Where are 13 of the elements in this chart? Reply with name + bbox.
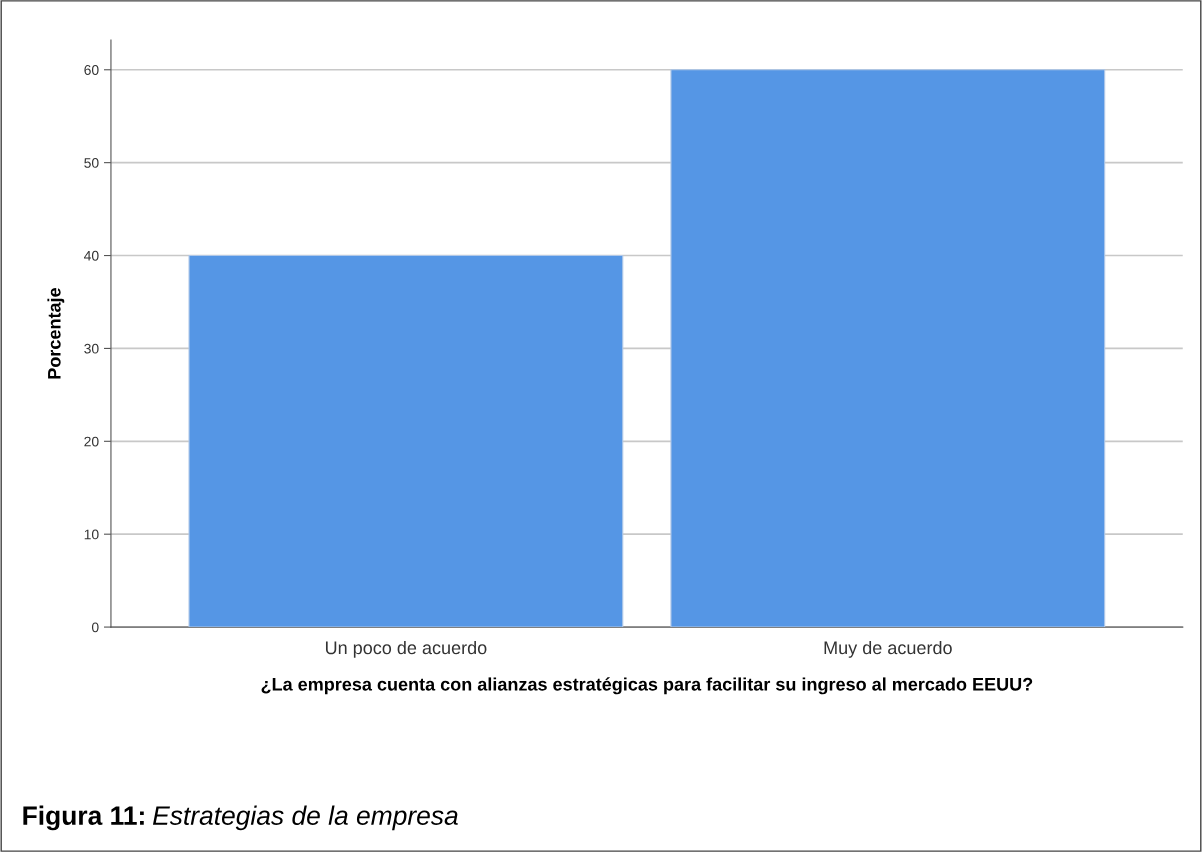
y-axis-title: Porcentaje <box>47 288 65 379</box>
y-tick-label: 50 <box>84 157 99 168</box>
y-tick-label: 40 <box>84 250 99 261</box>
text: Figura 11: <box>23 805 144 831</box>
y-tick-label: 20 <box>84 436 99 447</box>
text: Estrategias de la empresa <box>152 805 458 831</box>
y-tick-label: 30 <box>84 343 99 354</box>
y-tick-label: 10 <box>84 529 99 540</box>
x-tick-label: Muy de acuerdo <box>824 640 952 658</box>
y-tick-label: 60 <box>84 65 99 75</box>
x-tick-label: Un poco de acuerdo <box>325 640 487 658</box>
x-axis-title: ¿La empresa cuenta con alianzas estratégicas para facilitar su ingreso al mercado EEUU? <box>261 677 1033 695</box>
y-tick-label: 0 <box>91 622 99 633</box>
